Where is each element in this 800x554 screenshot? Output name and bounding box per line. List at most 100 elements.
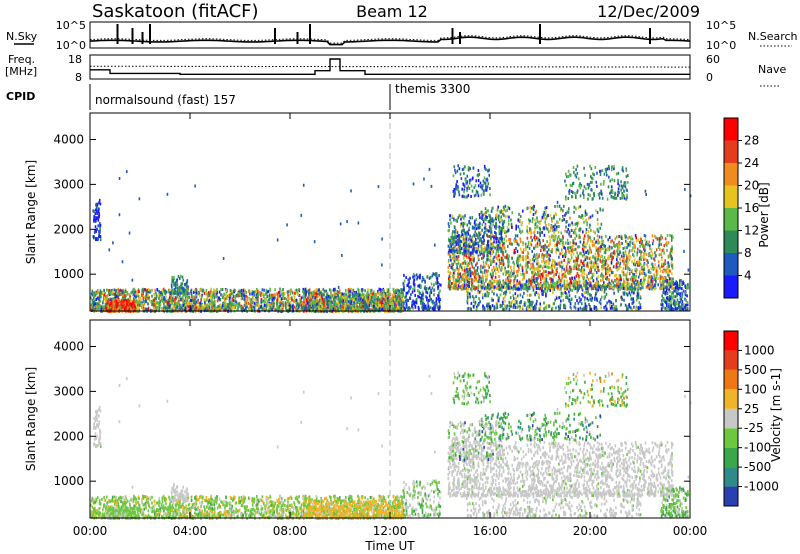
power-cell [333, 297, 335, 301]
power-cell [153, 302, 156, 306]
power-cell [557, 279, 560, 283]
power-cell [349, 287, 351, 291]
power-cell [124, 296, 126, 300]
power-cell [533, 280, 536, 284]
power-cell [318, 291, 321, 294]
power-cell [395, 296, 398, 300]
power-cell [334, 302, 337, 306]
power-cell [659, 248, 661, 251]
power-cell [396, 308, 398, 312]
power-cell [113, 293, 116, 296]
power-cell [347, 288, 350, 292]
power-cell [401, 294, 404, 298]
power-cell [164, 291, 167, 295]
power-cell [430, 288, 432, 292]
power-cell [484, 265, 486, 269]
power-cell [91, 301, 94, 305]
power-cell [158, 296, 160, 300]
power-cell [330, 291, 332, 295]
power-cell [647, 243, 649, 247]
power-cell [367, 295, 370, 299]
power-cell [338, 289, 341, 293]
power-cell [361, 289, 364, 293]
power-cell [334, 295, 337, 299]
power-cell [393, 303, 396, 307]
power-cell [403, 301, 405, 305]
power-cell [473, 279, 475, 283]
power-cell [204, 303, 206, 307]
power-cell [338, 303, 340, 307]
power-cell [96, 212, 98, 215]
power-cell [226, 297, 228, 300]
power-cell [551, 268, 553, 272]
power-cell [281, 289, 283, 293]
power-cell [376, 302, 378, 306]
power-cell [463, 260, 466, 264]
power-cell [117, 303, 120, 307]
power-cell [613, 279, 616, 282]
power-cell [178, 297, 180, 301]
power-scatter [90, 164, 692, 313]
power-cell [272, 302, 275, 305]
power-cell [205, 308, 207, 312]
power-cell [92, 294, 95, 298]
power-cell [627, 287, 629, 291]
power-cell [634, 278, 637, 282]
power-cell [99, 227, 101, 231]
power-cell [111, 297, 113, 301]
power-cell [357, 287, 359, 291]
power-cell [613, 244, 615, 247]
power-cell [170, 299, 172, 303]
power-cell [122, 302, 125, 306]
power-cell [537, 256, 539, 260]
power-cell [127, 300, 129, 304]
power-cell [655, 236, 657, 240]
power-cell [386, 296, 389, 300]
power-cell [309, 293, 312, 297]
power-cell [535, 257, 537, 261]
power-cell [125, 304, 128, 308]
power-cell [487, 269, 489, 273]
power-cell [341, 292, 344, 296]
power-cell [168, 306, 171, 310]
power-cell [512, 287, 514, 291]
power-cell [230, 300, 233, 304]
power-cell [553, 265, 556, 269]
power-cell [525, 268, 528, 272]
power-cell [154, 300, 156, 304]
power-cell [331, 301, 333, 305]
power-cell [250, 300, 252, 304]
power-cell [394, 307, 396, 311]
power-cell [504, 270, 507, 274]
power-cell [648, 269, 650, 273]
power-cell [537, 269, 540, 273]
power-cell [405, 302, 408, 306]
power-cell [109, 298, 112, 302]
power-cell [141, 303, 143, 307]
power-cell [555, 248, 558, 252]
power-cell [219, 303, 222, 307]
power-cell [633, 258, 636, 262]
power-cell [459, 265, 461, 269]
power-cell [509, 276, 511, 280]
power-cell [447, 266, 450, 269]
power-cell [365, 299, 368, 303]
power-cell [619, 261, 622, 265]
power-cell [537, 276, 539, 280]
power-cell [176, 295, 179, 299]
power-cell [119, 305, 122, 309]
power-cell [243, 297, 246, 301]
power-cell [91, 293, 94, 297]
power-cell [132, 301, 135, 305]
power-cell [277, 297, 280, 301]
power-cell [569, 272, 572, 275]
power-cell [91, 303, 94, 307]
power-cell [163, 289, 166, 293]
power-cell [286, 308, 289, 312]
power-cell [197, 300, 199, 304]
power-cell [128, 293, 131, 297]
power-cell [297, 305, 300, 309]
power-cell [400, 294, 402, 298]
power-cell [440, 283, 442, 287]
power-cell [135, 295, 137, 299]
